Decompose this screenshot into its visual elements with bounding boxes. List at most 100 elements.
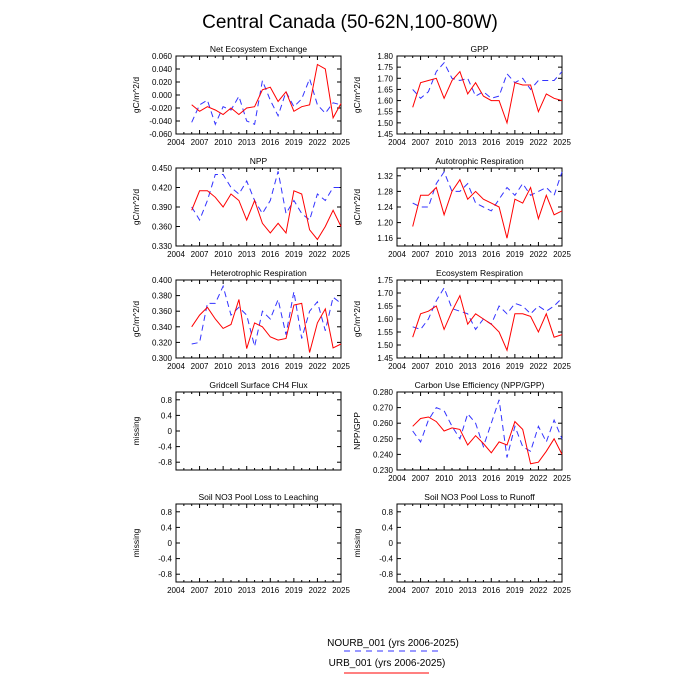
legend-label-nourb: NOURB_001 (yrs 2006-2025)	[327, 638, 459, 649]
y-tick-label-6-0: -0.8	[158, 458, 172, 467]
chart-title-5: Ecosystem Respiration	[436, 268, 523, 278]
x-tick-label-9-1: 2007	[412, 586, 430, 595]
series-line-0-0	[191, 77, 342, 126]
y-tick-label-6-2: 0	[168, 427, 173, 436]
x-tick-label-9-0: 2004	[388, 586, 406, 595]
y-tick-label-7-3: 0.260	[373, 419, 394, 428]
y-tick-label-5-2: 1.55	[377, 328, 393, 337]
x-tick-label-9-4: 2016	[482, 586, 500, 595]
y-axis-label-8: missing	[131, 528, 141, 557]
y-tick-label-8-0: -0.8	[158, 570, 172, 579]
x-tick-label-2-0: 2004	[167, 250, 185, 259]
x-tick-label-7-0: 2004	[388, 474, 406, 483]
y-tick-label-6-4: 0.8	[161, 396, 173, 405]
plot-frame-1	[396, 55, 563, 135]
y-tick-label-1-6: 1.75	[377, 63, 393, 72]
x-tick-label-7-5: 2019	[506, 474, 524, 483]
x-tick-label-9-5: 2019	[506, 586, 524, 595]
y-tick-label-1-2: 1.55	[377, 108, 393, 117]
x-tick-label-3-3: 2013	[459, 250, 477, 259]
x-tick-label-5-0: 2004	[388, 362, 406, 371]
plot-frame-3	[396, 167, 563, 247]
series-line-2-1	[191, 190, 342, 241]
y-tick-label-6-3: 0.4	[161, 411, 173, 420]
series-line-4-1	[191, 299, 342, 353]
x-tick-label-1-4: 2016	[482, 138, 500, 147]
y-tick-label-7-2: 0.250	[373, 435, 394, 444]
x-tick-label-8-7: 2025	[332, 586, 350, 595]
chart-panels: Net Ecosystem Exchange gC/m^2/d -0.060 -0.0…	[131, 44, 571, 595]
x-tick-label-7-6: 2022	[530, 474, 548, 483]
x-tick-label-5-1: 2007	[412, 362, 430, 371]
x-tick-label-2-7: 2025	[332, 250, 350, 259]
x-tick-label-9-3: 2013	[459, 586, 477, 595]
x-tick-label-0-5: 2019	[285, 138, 303, 147]
x-tick-label-0-0: 2004	[167, 138, 185, 147]
x-tick-label-8-1: 2007	[191, 586, 209, 595]
y-tick-label-2-4: 0.450	[152, 164, 173, 173]
x-tick-label-1-5: 2019	[506, 138, 524, 147]
y-tick-label-2-2: 0.390	[152, 203, 173, 212]
y-tick-label-0-3: 0.000	[152, 91, 173, 100]
x-tick-label-8-5: 2019	[285, 586, 303, 595]
y-tick-label-8-2: 0	[168, 539, 173, 548]
chart-title-2: NPP	[250, 156, 268, 166]
y-tick-label-3-0: 1.16	[377, 234, 393, 243]
legend-label-urb: URB_001 (yrs 2006-2025)	[329, 658, 446, 669]
x-tick-label-9-6: 2022	[530, 586, 548, 595]
chart-title-0: Net Ecosystem Exchange	[210, 44, 308, 54]
series-line-7-1	[412, 416, 563, 465]
chart-panel-9: Soil NO3 Pool Loss to Runoff missing -0.8 -…	[352, 492, 571, 595]
series-line-1-0	[412, 61, 563, 99]
x-tick-label-8-0: 2004	[167, 586, 185, 595]
x-tick-label-3-0: 2004	[388, 250, 406, 259]
x-tick-label-2-6: 2022	[309, 250, 327, 259]
x-tick-label-7-1: 2007	[412, 474, 430, 483]
chart-title-7: Carbon Use Efficiency (NPP/GPP)	[415, 380, 545, 390]
y-tick-label-3-4: 1.32	[377, 172, 393, 181]
x-tick-label-3-7: 2025	[553, 250, 571, 259]
y-axis-label-1: gC/m^2/d	[352, 77, 362, 113]
x-tick-label-2-4: 2016	[261, 250, 279, 259]
y-axis-label-5: gC/m^2/d	[352, 301, 362, 337]
chart-panel-6: Gridcell Surface CH4 Flux missing -0.8 -0.4…	[131, 380, 342, 471]
x-tick-label-0-1: 2007	[191, 138, 209, 147]
plot-frame-6	[175, 391, 342, 471]
y-tick-label-1-3: 1.60	[377, 97, 393, 106]
y-tick-label-7-0: 0.230	[373, 466, 394, 475]
y-tick-label-2-1: 0.360	[152, 223, 173, 232]
y-axis-label-9: missing	[352, 528, 362, 557]
y-tick-label-1-4: 1.65	[377, 85, 393, 94]
y-tick-label-8-3: 0.4	[161, 523, 173, 532]
figure-title: Central Canada (50-62N,100-80W)	[202, 12, 498, 33]
y-tick-label-0-0: -0.060	[149, 130, 172, 139]
x-tick-label-7-2: 2010	[435, 474, 453, 483]
x-tick-label-3-2: 2010	[435, 250, 453, 259]
x-tick-label-0-2: 2010	[214, 138, 232, 147]
y-tick-label-8-1: -0.4	[158, 555, 172, 564]
chart-panel-7: Carbon Use Efficiency (NPP/GPP) NPP/GPP 0.…	[352, 380, 571, 483]
y-tick-label-0-6: 0.060	[152, 52, 173, 61]
y-tick-label-7-4: 0.270	[373, 404, 394, 413]
y-tick-label-8-4: 0.8	[161, 508, 173, 517]
x-tick-label-0-3: 2013	[238, 138, 256, 147]
x-tick-label-9-7: 2025	[553, 586, 571, 595]
y-tick-label-5-6: 1.75	[377, 276, 393, 285]
y-tick-label-9-1: -0.4	[379, 555, 393, 564]
x-tick-label-7-7: 2025	[553, 474, 571, 483]
y-tick-label-0-1: -0.040	[149, 117, 172, 126]
chart-panel-5: Ecosystem Respiration gC/m^2/d 1.45 1.50 1.5…	[352, 268, 571, 371]
chart-panel-0: Net Ecosystem Exchange gC/m^2/d -0.060 -0.0…	[131, 44, 350, 147]
x-tick-label-4-1: 2007	[191, 362, 209, 371]
series-line-3-1	[412, 178, 563, 239]
plot-frame-9	[396, 503, 563, 583]
chart-title-6: Gridcell Surface CH4 Flux	[209, 380, 308, 390]
x-tick-label-4-4: 2016	[261, 362, 279, 371]
y-tick-label-4-3: 0.360	[152, 307, 173, 316]
x-tick-label-4-3: 2013	[238, 362, 256, 371]
plot-frame-0	[175, 55, 342, 135]
chart-panel-2: NPP gC/m^2/d 0.330 0.360 0.390 0.420 0.450 2004…	[131, 156, 350, 259]
x-tick-label-1-6: 2022	[530, 138, 548, 147]
x-tick-label-2-1: 2007	[191, 250, 209, 259]
